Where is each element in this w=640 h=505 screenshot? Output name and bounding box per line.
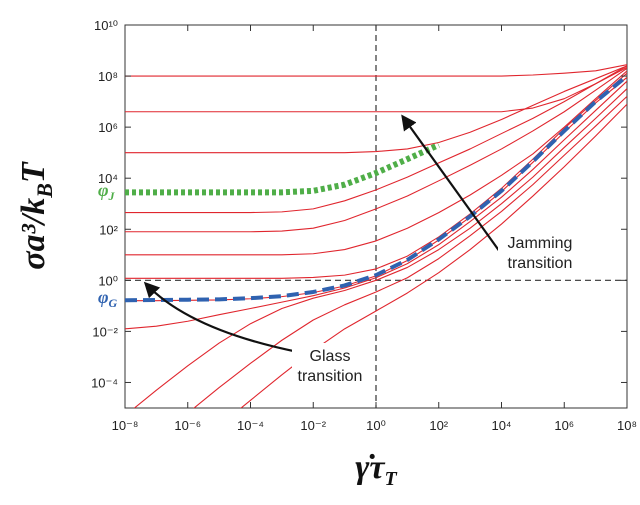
x-axis-label: γ̇τT bbox=[355, 449, 397, 490]
series-line bbox=[125, 66, 627, 214]
series-line bbox=[125, 70, 627, 256]
y-tick-label: 10⁰ bbox=[98, 273, 118, 288]
series-line bbox=[125, 72, 627, 279]
phi-sub: G bbox=[109, 296, 118, 310]
series-line bbox=[125, 64, 627, 77]
x-tick-label: 10² bbox=[429, 418, 448, 433]
jamming-arrow bbox=[401, 114, 501, 253]
y-tick-label: 10⁶ bbox=[98, 120, 118, 135]
glass-arrow bbox=[143, 281, 299, 354]
x-tick-label: 10⁸ bbox=[617, 418, 637, 433]
phi-sub: J bbox=[108, 189, 116, 203]
plot-area bbox=[125, 25, 627, 408]
annotation: transition bbox=[298, 368, 363, 385]
y-tick-label: 10⁻⁴ bbox=[91, 375, 118, 390]
x-tick-label: 10⁴ bbox=[491, 418, 511, 433]
x-tick-label: 10⁶ bbox=[554, 418, 574, 433]
y-label-main: σa³/k bbox=[15, 198, 52, 270]
label-bg bbox=[292, 343, 370, 389]
series-line bbox=[125, 67, 627, 233]
y-tick-label: 10⁻² bbox=[92, 324, 118, 339]
y-label-sub: B bbox=[32, 183, 57, 199]
x-label-main: γ̇τ bbox=[355, 449, 385, 486]
x-tick-label: 10⁻² bbox=[300, 418, 326, 433]
label-bg bbox=[498, 230, 582, 276]
x-tick-label: 10⁻⁴ bbox=[237, 418, 264, 433]
series-line bbox=[240, 103, 627, 408]
annotation: transition bbox=[508, 255, 573, 272]
y-tick-label: 10⁸ bbox=[98, 69, 118, 84]
x-label-sub: T bbox=[385, 468, 398, 490]
y-axis-label: σa³/kBT bbox=[15, 161, 57, 270]
x-tick-label: 10⁰ bbox=[366, 418, 386, 433]
y-label-tail: T bbox=[15, 161, 52, 183]
phi-main: φ bbox=[98, 180, 109, 200]
y-tick-label: 10² bbox=[99, 222, 118, 237]
series-line bbox=[125, 74, 627, 303]
y-tick-label: 10⁴ bbox=[98, 171, 118, 186]
series-line bbox=[125, 142, 440, 196]
series-line bbox=[133, 88, 627, 408]
series-line bbox=[125, 65, 627, 113]
annotation: Glass bbox=[310, 348, 351, 365]
series-line bbox=[193, 95, 627, 408]
x-tick-label: 10⁻⁸ bbox=[112, 418, 139, 433]
axes: 10⁻⁸ 10⁻⁶ 10⁻⁴ 10⁻² 10⁰ 10² 10⁴ 10⁶ 10⁸ 10⁻⁴ 10⁻² 1… bbox=[91, 18, 637, 433]
series-line bbox=[125, 65, 627, 154]
phi-main: φ bbox=[98, 287, 109, 307]
annotation: Jamming bbox=[508, 235, 573, 252]
x-tick-label: 10⁻⁶ bbox=[174, 418, 201, 433]
phi-g-label: φG bbox=[98, 287, 118, 310]
phi-j-label: φJ bbox=[98, 180, 116, 203]
y-tick-label: 10¹⁰ bbox=[94, 18, 118, 33]
series-line bbox=[125, 80, 627, 330]
